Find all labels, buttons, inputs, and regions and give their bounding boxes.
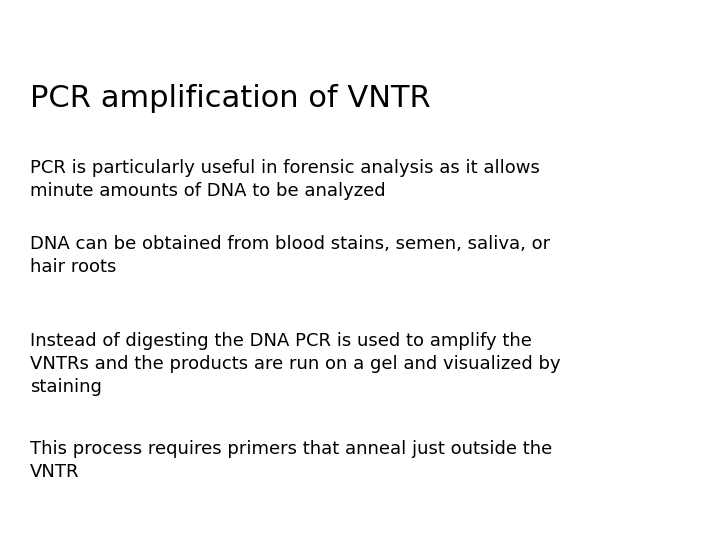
Text: Instead of digesting the DNA PCR is used to amplify the
VNTRs and the products a: Instead of digesting the DNA PCR is used… <box>30 332 561 396</box>
Text: This process requires primers that anneal just outside the
VNTR: This process requires primers that annea… <box>30 440 552 481</box>
Text: DNA can be obtained from blood stains, semen, saliva, or
hair roots: DNA can be obtained from blood stains, s… <box>30 235 550 276</box>
Text: PCR is particularly useful in forensic analysis as it allows
minute amounts of D: PCR is particularly useful in forensic a… <box>30 159 540 200</box>
Text: PCR amplification of VNTR: PCR amplification of VNTR <box>30 84 431 113</box>
